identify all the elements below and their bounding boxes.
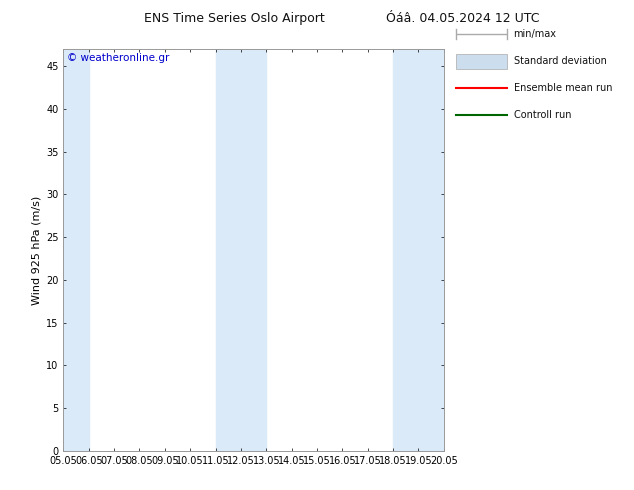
- Text: Controll run: Controll run: [514, 110, 571, 120]
- Text: Ensemble mean run: Ensemble mean run: [514, 83, 612, 93]
- Text: © weatheronline.gr: © weatheronline.gr: [67, 53, 169, 63]
- Text: min/max: min/max: [514, 29, 557, 39]
- Bar: [63, 49, 89, 451]
- Text: Standard deviation: Standard deviation: [514, 56, 606, 66]
- Bar: [216, 49, 266, 451]
- Text: Óáâ. 04.05.2024 12 UTC: Óáâ. 04.05.2024 12 UTC: [386, 12, 540, 25]
- Bar: [393, 49, 444, 451]
- Y-axis label: Wind 925 hPa (m/s): Wind 925 hPa (m/s): [32, 196, 42, 304]
- Text: ENS Time Series Oslo Airport: ENS Time Series Oslo Airport: [144, 12, 325, 25]
